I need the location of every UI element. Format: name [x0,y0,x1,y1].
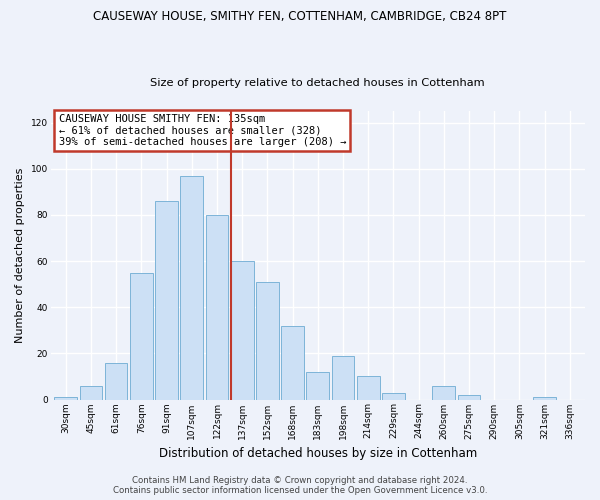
Bar [130,272,152,400]
Bar [458,395,481,400]
Text: CAUSEWAY HOUSE SMITHY FEN: 135sqm
← 61% of detached houses are smaller (328)
39%: CAUSEWAY HOUSE SMITHY FEN: 135sqm ← 61% … [59,114,346,147]
Bar [307,372,329,400]
Bar [256,282,279,400]
Y-axis label: Number of detached properties: Number of detached properties [15,168,25,343]
Title: Size of property relative to detached houses in Cottenham: Size of property relative to detached ho… [151,78,485,88]
Text: Contains HM Land Registry data © Crown copyright and database right 2024.
Contai: Contains HM Land Registry data © Crown c… [113,476,487,495]
Bar [105,362,127,400]
Bar [55,397,77,400]
Bar [181,176,203,400]
Bar [281,326,304,400]
Bar [155,201,178,400]
Bar [382,392,405,400]
Bar [533,397,556,400]
Bar [206,215,229,400]
X-axis label: Distribution of detached houses by size in Cottenham: Distribution of detached houses by size … [158,447,477,460]
Bar [357,376,380,400]
Text: CAUSEWAY HOUSE, SMITHY FEN, COTTENHAM, CAMBRIDGE, CB24 8PT: CAUSEWAY HOUSE, SMITHY FEN, COTTENHAM, C… [94,10,506,23]
Bar [332,356,355,400]
Bar [80,386,102,400]
Bar [433,386,455,400]
Bar [231,261,254,400]
